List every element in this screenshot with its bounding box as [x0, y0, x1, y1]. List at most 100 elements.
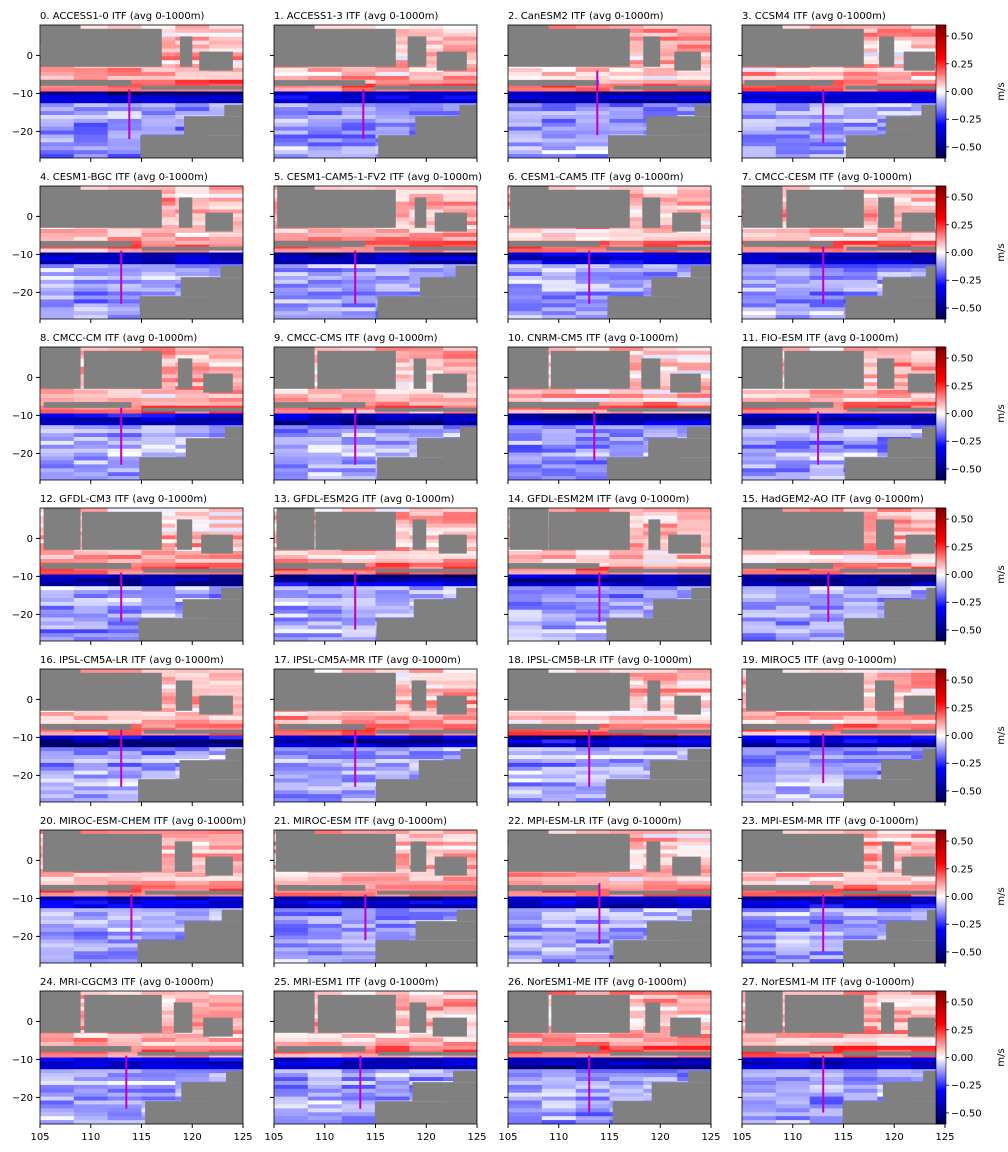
velocity-cell — [209, 48, 243, 53]
velocity-cell — [73, 134, 109, 139]
velocity-cell — [341, 669, 377, 674]
velocity-cell — [73, 433, 109, 438]
velocity-cell — [141, 759, 176, 764]
velocity-cell — [107, 873, 143, 878]
velocity-cell — [609, 283, 644, 289]
velocity-cell — [541, 122, 577, 128]
velocity-cell — [742, 770, 777, 776]
velocity-cell — [209, 79, 243, 85]
velocity-cell — [575, 633, 611, 638]
velocity-cell — [877, 232, 912, 238]
velocity-cell — [375, 601, 410, 607]
velocity-cell — [107, 759, 143, 764]
velocity-cell — [107, 912, 143, 917]
velocity-cell — [911, 25, 945, 30]
land-mask — [311, 189, 396, 228]
velocity-cell — [107, 448, 143, 454]
velocity-cell — [541, 774, 577, 780]
velocity-cell — [107, 605, 143, 611]
colorbar: 0.500.250.00−0.25−0.50m/s — [935, 24, 1007, 159]
velocity-cell — [809, 578, 845, 583]
velocity-cell — [40, 873, 75, 878]
velocity-cell — [508, 393, 543, 399]
velocity-cell — [443, 393, 477, 399]
velocity-cell — [775, 452, 811, 458]
velocity-cell — [409, 574, 444, 579]
velocity-cell — [508, 425, 543, 430]
velocity-cell — [307, 880, 343, 886]
velocity-cell — [40, 425, 75, 430]
panel-title: 17. IPSL-CM5A-MR ITF (avg 0-1000m) — [274, 655, 461, 666]
velocity-cell — [409, 429, 444, 434]
velocity-cell — [575, 138, 611, 143]
velocity-cell — [209, 252, 243, 257]
velocity-cell — [809, 448, 845, 454]
velocity-cell — [541, 71, 577, 77]
velocity-cell — [73, 236, 109, 242]
velocity-cell — [541, 629, 577, 634]
velocity-cell — [677, 692, 711, 697]
velocity-cell — [341, 444, 377, 450]
velocity-cell — [508, 260, 543, 265]
velocity-cell — [843, 71, 878, 77]
y-tick-label: 0 — [27, 534, 33, 545]
plot-frame — [39, 24, 244, 159]
velocity-cell — [742, 236, 777, 242]
velocity-cell — [775, 578, 811, 583]
velocity-cell — [575, 613, 611, 619]
velocity-cell — [911, 676, 945, 682]
velocity-cell — [609, 774, 644, 780]
velocity-cell — [877, 417, 912, 422]
velocity-cell — [40, 130, 75, 136]
velocity-cell — [575, 786, 611, 791]
velocity-cell — [375, 880, 410, 886]
velocity-cell — [809, 409, 845, 415]
velocity-cell — [409, 40, 444, 46]
velocity-cell — [809, 594, 845, 599]
land-mask — [179, 36, 193, 67]
velocity-cell — [375, 892, 410, 898]
velocity-field — [274, 25, 477, 158]
colorbar-tick-label: −0.25 — [951, 276, 982, 287]
velocity-cell — [209, 354, 243, 360]
land-mask — [508, 241, 600, 247]
velocity-cell — [175, 107, 210, 112]
velocity-cell — [843, 735, 878, 740]
velocity-cell — [209, 892, 243, 898]
velocity-cell — [809, 154, 845, 158]
velocity-cell — [643, 189, 678, 195]
velocity-cell — [274, 892, 309, 898]
velocity-cell — [911, 554, 945, 560]
velocity-cell — [643, 700, 678, 705]
land-mask — [43, 402, 132, 408]
velocity-cell — [209, 837, 243, 843]
velocity-cell — [274, 118, 309, 124]
velocity-cell — [443, 845, 477, 851]
velocity-cell — [575, 637, 611, 641]
velocity-cell — [409, 60, 444, 65]
land-mask — [648, 519, 661, 550]
velocity-cell — [575, 759, 611, 764]
velocity-cell — [175, 264, 210, 269]
velocity-cell — [107, 621, 143, 626]
velocity-cell — [508, 770, 543, 776]
velocity-cell — [141, 256, 176, 261]
velocity-cell — [409, 519, 444, 525]
velocity-cell — [742, 613, 777, 619]
land-mask — [845, 135, 945, 158]
velocity-cell — [73, 931, 109, 937]
velocity-cell — [508, 625, 543, 630]
land-mask — [606, 407, 711, 412]
velocity-cell — [307, 307, 343, 312]
velocity-cell — [775, 393, 811, 399]
velocity-cell — [877, 393, 912, 399]
velocity-cell — [877, 704, 912, 709]
velocity-cell — [107, 629, 143, 634]
velocity-cell — [175, 527, 210, 533]
land-mask — [547, 672, 630, 711]
velocity-cell — [443, 236, 477, 242]
velocity-cell — [141, 927, 176, 933]
land-mask — [40, 186, 81, 228]
velocity-cell — [809, 260, 845, 265]
land-mask — [508, 402, 600, 408]
